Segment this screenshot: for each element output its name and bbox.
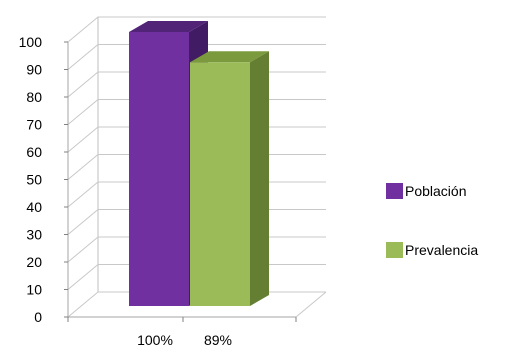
bar-side bbox=[250, 51, 269, 306]
bar-top bbox=[129, 21, 208, 32]
y-tick-label: 30 bbox=[26, 227, 42, 243]
bar-front bbox=[190, 62, 250, 306]
y-tick-label: 60 bbox=[26, 144, 42, 160]
bar-front bbox=[129, 32, 189, 306]
label-layer: 100% 89% bbox=[137, 332, 232, 348]
legend-swatch bbox=[386, 183, 403, 199]
bar-layer bbox=[129, 21, 269, 306]
floor-right-edge bbox=[295, 291, 327, 318]
y-tick-label: 70 bbox=[26, 117, 42, 133]
y-tick-label: 10 bbox=[26, 282, 42, 298]
gridline bbox=[67, 44, 326, 70]
data-label: 100% bbox=[137, 332, 173, 348]
legend-label: Prevalencia bbox=[405, 242, 478, 258]
y-tick-label: 80 bbox=[26, 89, 42, 105]
bar-prevalencia bbox=[190, 51, 269, 306]
axis-layer: 0 10 20 30 40 50 60 70 80 90 100 bbox=[19, 34, 327, 325]
legend-label: Población bbox=[405, 183, 467, 199]
bar-top bbox=[190, 51, 269, 63]
y-tick-label: 40 bbox=[26, 199, 42, 215]
y-tick-label: 20 bbox=[26, 254, 42, 270]
y-tick-label: 50 bbox=[26, 172, 42, 188]
legend: Población Prevalencia bbox=[386, 183, 478, 258]
gridline bbox=[67, 16, 326, 43]
y-tick-label: 100 bbox=[19, 34, 43, 50]
legend-item-poblaci-n: Población bbox=[386, 183, 467, 199]
legend-swatch bbox=[386, 242, 403, 258]
data-label: 89% bbox=[204, 332, 232, 348]
y-tick-label: 90 bbox=[26, 62, 42, 78]
legend-item-prevalencia: Prevalencia bbox=[386, 242, 478, 258]
y-tick-label: 0 bbox=[34, 309, 42, 325]
